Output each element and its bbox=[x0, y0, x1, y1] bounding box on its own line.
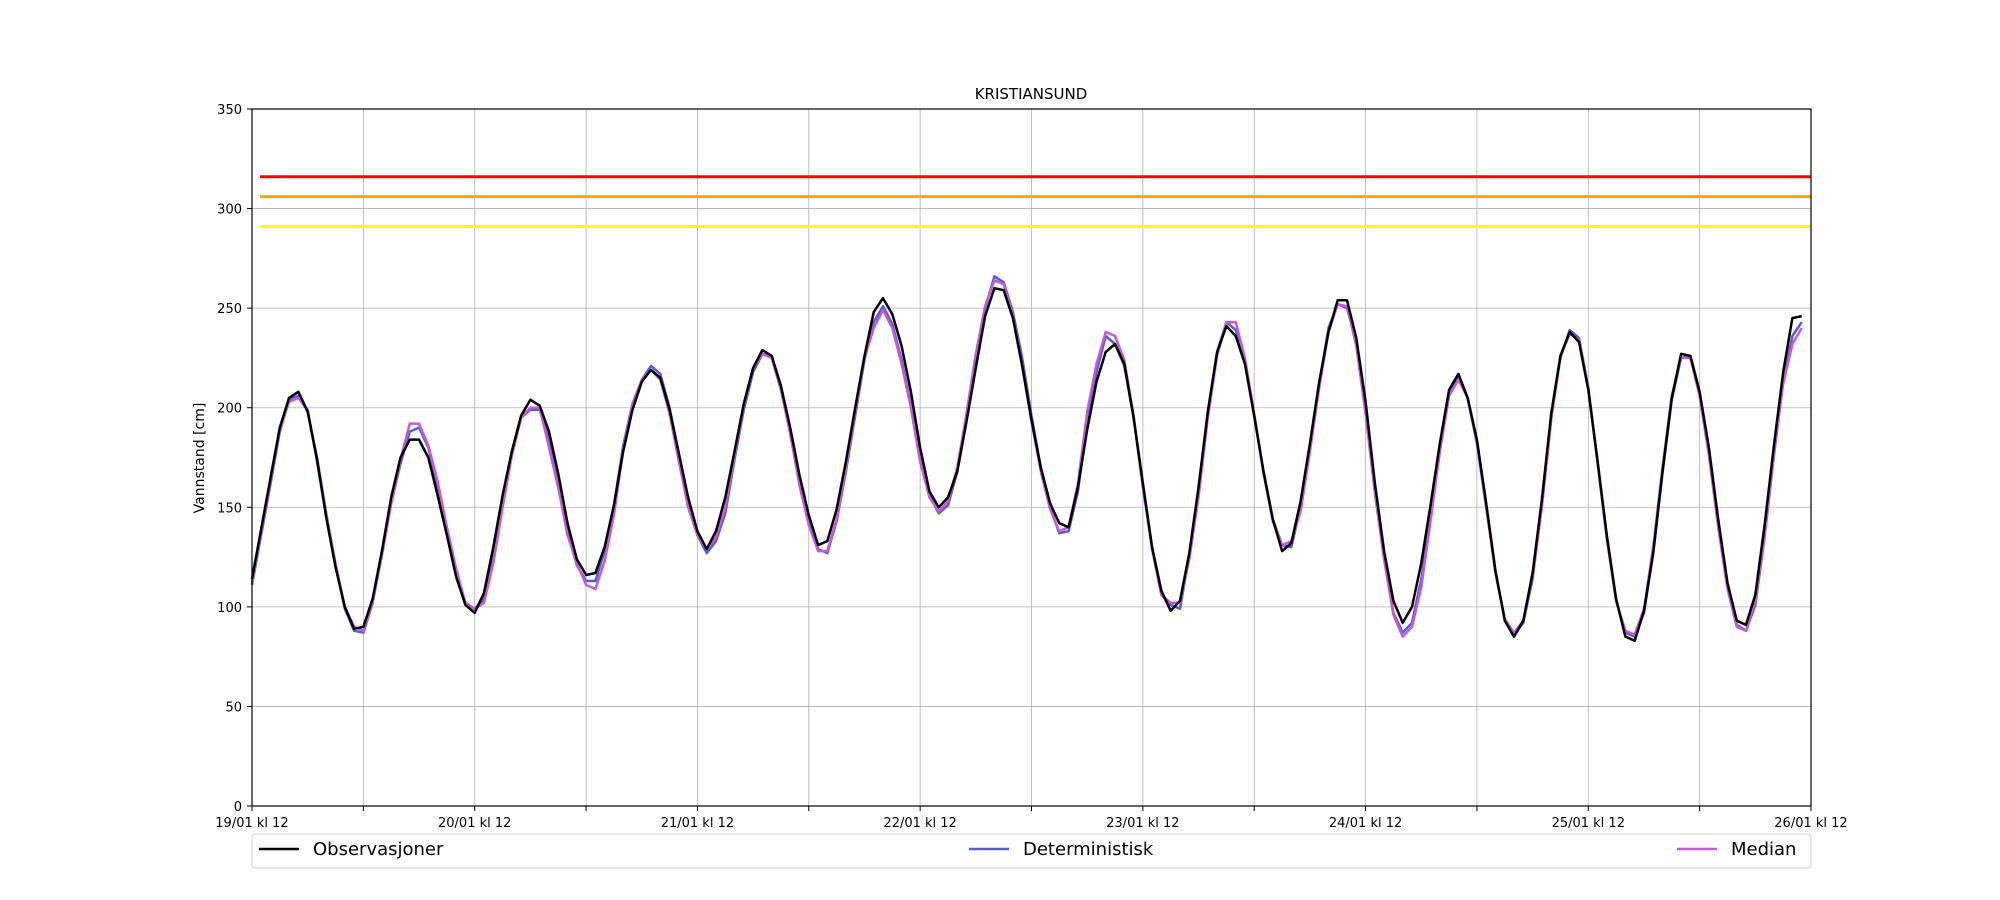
series-line-observasjoner bbox=[250, 286, 1802, 642]
x-tick-label: 19/01 kl 12 bbox=[215, 816, 288, 831]
y-axis-label: Vannstand [cm] bbox=[192, 403, 208, 514]
legend-label-deterministisk: Deterministisk bbox=[1023, 839, 1154, 860]
x-tick-label: 24/01 kl 12 bbox=[1329, 816, 1402, 831]
x-tick-label: 23/01 kl 12 bbox=[1106, 816, 1179, 831]
x-tick-label: 26/01 kl 12 bbox=[1774, 816, 1847, 831]
legend-entry-median: Median bbox=[1677, 839, 1796, 860]
legend-entry-deterministisk: Deterministisk bbox=[969, 839, 1154, 860]
grid bbox=[251, 108, 1812, 807]
x-tick-label: 22/01 kl 12 bbox=[883, 816, 956, 831]
legend-label-observasjoner: Observasjoner bbox=[313, 839, 444, 860]
x-tick-label: 25/01 kl 12 bbox=[1552, 816, 1625, 831]
y-ticks: 0 50 100 150 200 250 300 350 bbox=[217, 103, 252, 815]
x-tick-label: 20/01 kl 12 bbox=[438, 816, 511, 831]
y-tick-label: 350 bbox=[217, 103, 242, 118]
legend-box bbox=[251, 833, 1812, 869]
y-tick-label: 100 bbox=[217, 601, 242, 616]
threshold-lines bbox=[260, 175, 1811, 228]
series-lines bbox=[250, 275, 1803, 642]
y-tick-label: 200 bbox=[217, 402, 242, 417]
legend-label-median: Median bbox=[1731, 839, 1796, 860]
legend-entry-observasjoner: Observasjoner bbox=[259, 839, 444, 860]
y-tick-label: 300 bbox=[217, 203, 242, 218]
y-tick-label: 150 bbox=[217, 501, 242, 516]
legend: Observasjoner Deterministisk Median bbox=[251, 833, 1812, 869]
x-ticks: 19/01 kl 12 20/01 kl 12 21/01 kl 12 22/01 k… bbox=[215, 806, 1848, 831]
x-tick-label: 21/01 kl 12 bbox=[661, 816, 734, 831]
y-tick-label: 250 bbox=[217, 302, 242, 317]
y-tick-label: 0 bbox=[234, 800, 242, 815]
series-line-deterministisk bbox=[250, 275, 1803, 638]
chart-title: KRISTIANSUND bbox=[975, 85, 1088, 103]
y-tick-label: 50 bbox=[225, 700, 242, 715]
